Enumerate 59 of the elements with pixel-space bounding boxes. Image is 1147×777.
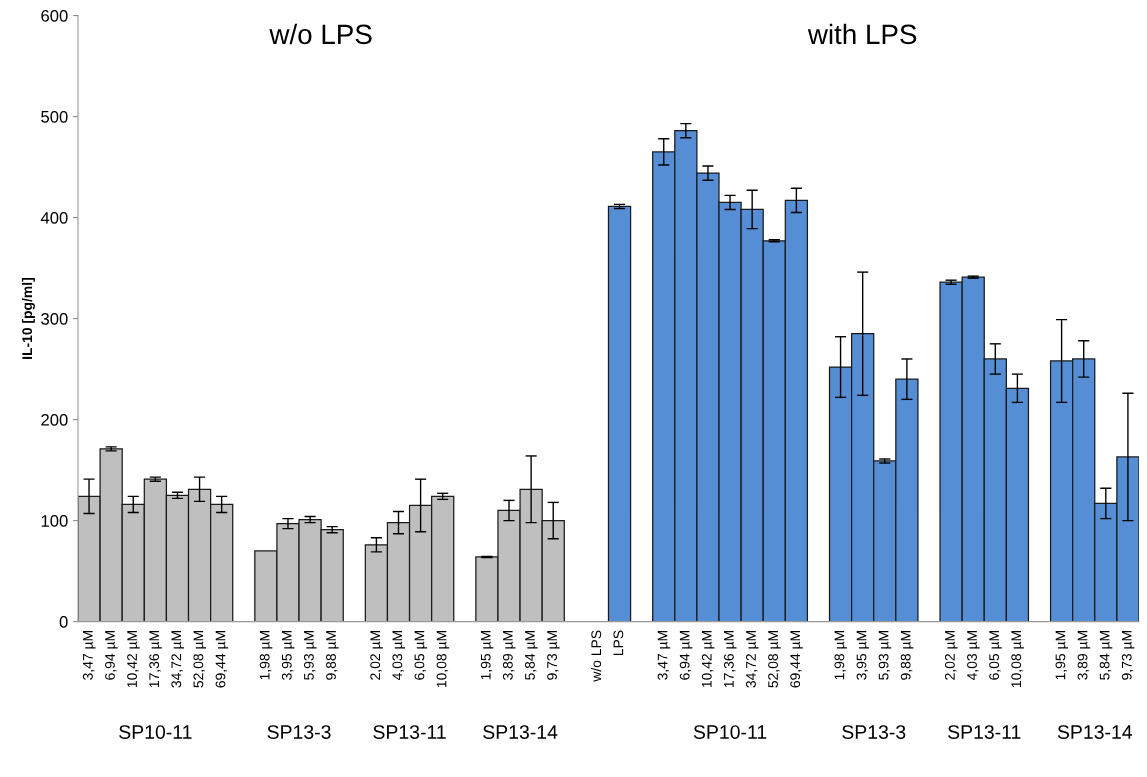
x-tick-label: LPS xyxy=(613,630,624,656)
x-tick-label: 9,73 µM xyxy=(1121,631,1135,680)
x-tick-label: 3,47 µM xyxy=(657,631,671,680)
x-tick-label: 52,08 µM xyxy=(193,631,207,688)
y-tick-label: 300 xyxy=(41,312,68,325)
x-tick-label: 9,88 µM xyxy=(900,631,914,680)
x-tick-label: 6,94 µM xyxy=(679,631,693,680)
x-tick-label: 5,93 µM xyxy=(303,631,317,680)
text: SP13-11 xyxy=(948,725,1021,739)
x-tick-label: 5,84 µM xyxy=(1099,631,1113,680)
x-tick-label: 3,95 µM xyxy=(281,631,295,680)
x-tick-label: 6,05 µM xyxy=(989,631,1002,680)
x-tick-label: 4,03 µM xyxy=(392,631,405,681)
x-tick-label: 3,89 µM xyxy=(1077,631,1091,680)
x-tick-label: 2,02 µM xyxy=(944,631,958,680)
text: SP10-11 xyxy=(119,725,192,739)
x-tick-label: 3,95 µM xyxy=(856,631,870,680)
annotation: with LPS xyxy=(807,23,917,45)
y-tick-label: 500 xyxy=(41,110,68,123)
x-tick-label: 3,47 µM xyxy=(82,631,96,680)
x-tick-label: 69,44 µM xyxy=(215,631,229,688)
y-tick-label: 100 xyxy=(41,514,68,527)
y-tick-label: 0 xyxy=(59,616,68,628)
x-tick-label: 1,95 µM xyxy=(480,631,494,680)
text: SP13-14 xyxy=(1057,725,1133,739)
y-tick-label: 200 xyxy=(41,413,68,426)
x-tick-label: 34,72 µM xyxy=(171,631,184,688)
x-tick-label: 4,03 µM xyxy=(967,631,980,681)
x-tick-label: 10,08 µM xyxy=(1011,631,1024,688)
x-tick-label: 1,98 µM xyxy=(259,631,273,680)
x-tick-label: 69,44 µM xyxy=(790,631,803,688)
y-axis-title: IL-10 [pg/ml] xyxy=(21,278,35,359)
x-tick-label: 52,08 µM xyxy=(768,631,781,688)
x-tick-label: 1,98 µM xyxy=(834,631,848,680)
x-tick-label: 10,08 µM xyxy=(436,631,450,688)
bar xyxy=(607,205,632,622)
x-tick-label: 6,05 µM xyxy=(414,631,428,680)
text: SP13-14 xyxy=(483,725,558,739)
x-tick-label: 5,84 µM xyxy=(525,631,538,680)
x-tick-label: 17,36 µM xyxy=(723,631,737,688)
x-tick-label: 1,95 µM xyxy=(1055,631,1069,680)
annotation: w/o LPS xyxy=(269,23,372,45)
x-tick-label: 9,88 µM xyxy=(326,631,339,680)
y-tick-label: 600 xyxy=(41,9,68,22)
x-tick-label: 10,42 µM xyxy=(127,631,140,688)
text: SP13-3 xyxy=(267,725,331,739)
x-tick-label: w/o LPS xyxy=(590,630,602,682)
x-tick-label: 5,93 µM xyxy=(878,631,892,680)
y-tick-label: 400 xyxy=(40,211,68,224)
text: SP13-3 xyxy=(842,725,906,739)
x-tick-label: 10,42 µM xyxy=(701,631,715,688)
x-tick-label: 17,36 µM xyxy=(149,631,162,688)
x-tick-label: 9,73 µM xyxy=(547,631,560,680)
x-tick-label: 2,02 µM xyxy=(370,631,383,680)
text: SP13-11 xyxy=(373,725,446,739)
x-tick-label: 34,72 µM xyxy=(746,631,759,688)
text: SP10-11 xyxy=(693,725,767,739)
x-tick-label: 3,89 µM xyxy=(502,631,516,680)
x-tick-label: 6,94 µM xyxy=(105,631,118,680)
